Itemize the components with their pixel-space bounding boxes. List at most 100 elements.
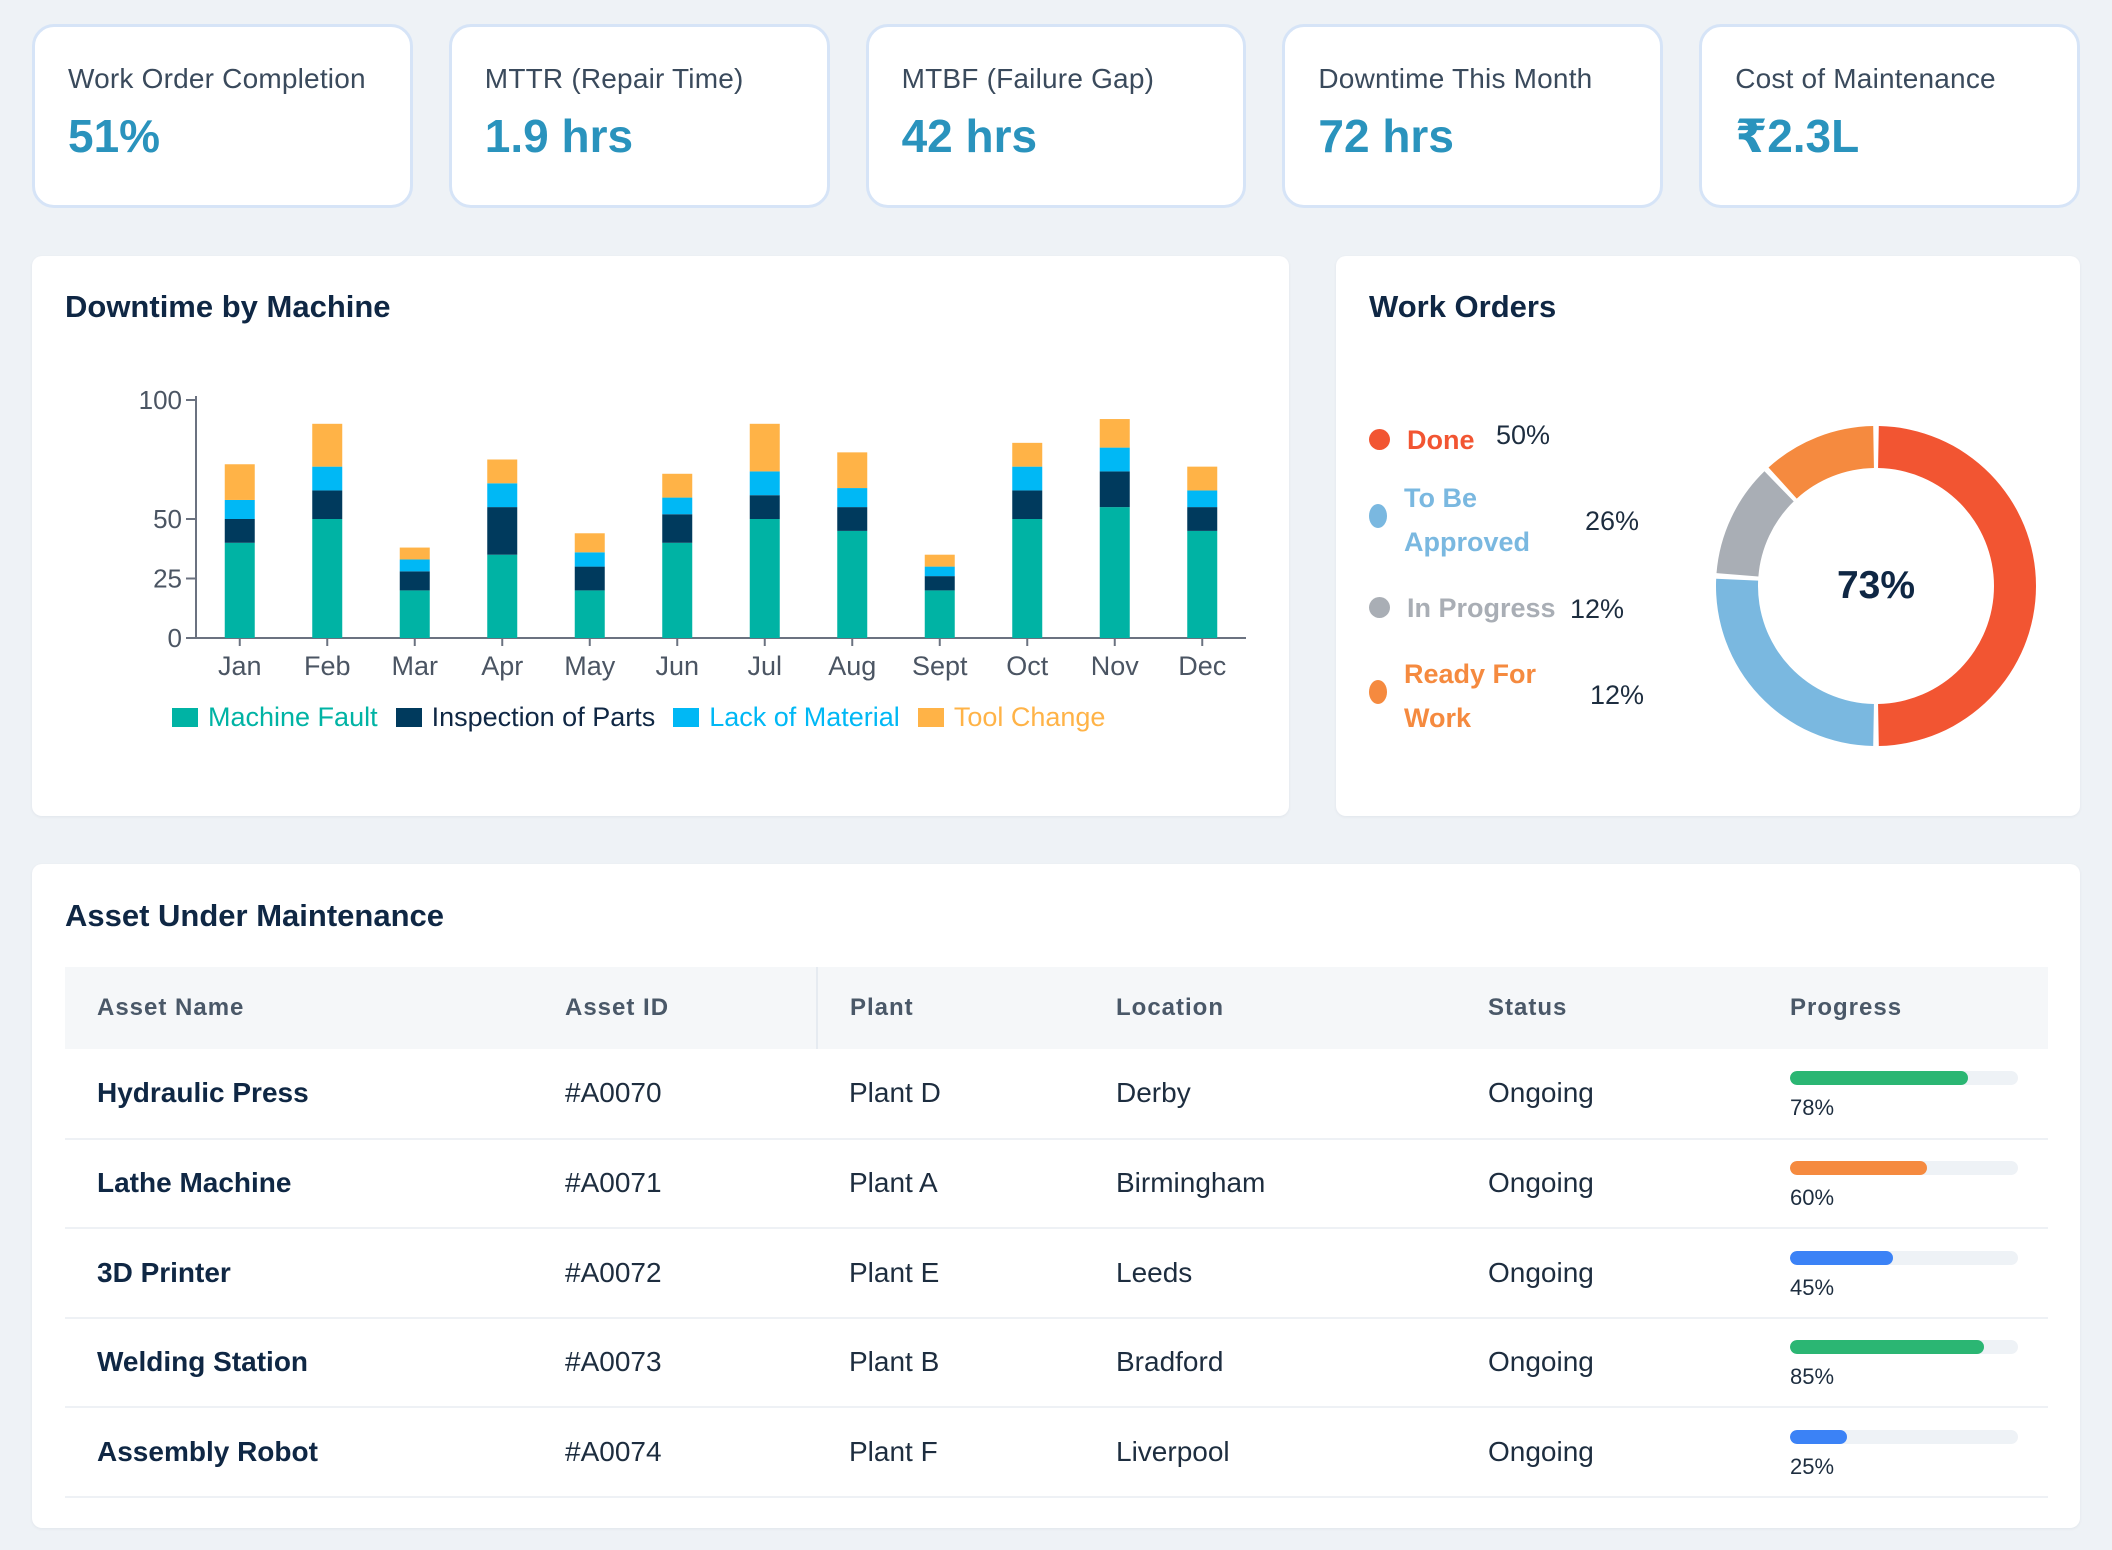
progress-bar (1790, 1430, 2018, 1444)
asset-id-cell: #A0072 (533, 1228, 817, 1318)
legend-item[interactable]: Tool Change (918, 702, 1106, 733)
asset-id-cell: #A0074 (533, 1407, 817, 1497)
legend-dot-icon (1369, 597, 1390, 618)
column-header-plant[interactable]: Plant (817, 967, 1084, 1049)
work-order-legend-in-progress[interactable]: In Progress (1369, 586, 1556, 630)
kpi-label: Work Order Completion (68, 63, 377, 95)
bar-segment (837, 488, 867, 507)
chart-legend: Machine Fault Inspection of Parts Lack of … (172, 702, 1105, 733)
kpi-card-mtbf: MTBF (Failure Gap) 42 hrs (866, 24, 1247, 208)
x-tick-label: Jul (747, 651, 782, 681)
kpi-card-downtime: Downtime This Month 72 hrs (1282, 24, 1663, 208)
table-row[interactable]: Assembly Robot #A0074 Plant F Liverpool Ongo… (65, 1407, 2048, 1497)
bar-segment (1012, 490, 1042, 519)
bar-segment (575, 533, 605, 552)
x-tick-label: Dec (1178, 651, 1226, 681)
y-tick-label: 0 (168, 623, 182, 653)
x-tick-label: Jun (655, 651, 699, 681)
bar-segment (487, 483, 517, 507)
y-tick-label: 100 (139, 385, 182, 415)
progress-bar (1790, 1161, 2018, 1175)
donut-center-value: 73% (1706, 416, 2046, 756)
progress-bar-fill (1790, 1340, 1984, 1354)
bar-segment (312, 519, 342, 638)
kpi-value: 42 hrs (902, 109, 1211, 163)
kpi-value: 72 hrs (1318, 109, 1627, 163)
column-header-status[interactable]: Status (1456, 967, 1758, 1049)
status-cell: Ongoing (1456, 1139, 1758, 1229)
location-cell: Bradford (1084, 1318, 1456, 1408)
progress-bar-fill (1790, 1251, 1893, 1265)
asset-name-cell: 3D Printer (65, 1228, 533, 1318)
x-tick-label: Aug (828, 651, 876, 681)
asset-table-title: Asset Under Maintenance (65, 898, 444, 934)
x-tick-label: Feb (304, 651, 351, 681)
work-orders-panel: Work Orders Done 50% To Be Approved 26% … (1336, 256, 2080, 816)
asset-id-cell: #A0071 (533, 1139, 817, 1229)
downtime-chart-panel: 0 25 50 100 Jan Feb Mar Apr May Jun Jul Aug Sept Oct N… (32, 256, 1289, 816)
legend-item[interactable]: Machine Fault (172, 702, 378, 733)
legend-item[interactable]: Inspection of Parts (396, 702, 656, 733)
work-order-legend-to-be-approved[interactable]: To Be Approved (1369, 476, 1544, 564)
kpi-label: Downtime This Month (1318, 63, 1627, 95)
work-order-pct: 12% (1570, 594, 1624, 625)
progress-bar-fill (1790, 1430, 1847, 1444)
table-row[interactable]: Lathe Machine #A0071 Plant A Birmingham Ongo… (65, 1139, 2048, 1229)
bar-segment (487, 507, 517, 555)
x-tick-label: Nov (1091, 651, 1140, 681)
legend-swatch-icon (396, 708, 422, 727)
bar-segment (925, 567, 955, 577)
legend-item[interactable]: Lack of Material (673, 702, 900, 733)
work-order-legend-done[interactable]: Done (1369, 418, 1475, 462)
bar-segment (925, 590, 955, 638)
bar-segment (1187, 507, 1217, 531)
progress-cell: 60% (1758, 1139, 2048, 1229)
table-row[interactable]: 3D Printer #A0072 Plant E Leeds Ongoing 45% (65, 1228, 2048, 1318)
progress-cell: 45% (1758, 1228, 2048, 1318)
legend-dot-icon (1369, 680, 1387, 704)
downtime-chart-title: Downtime by Machine (65, 289, 391, 325)
asset-maintenance-panel: Asset Under Maintenance Asset Name Asset… (32, 864, 2080, 1528)
progress-percent: 45% (1790, 1275, 2018, 1301)
column-header-asset-id[interactable]: Asset ID (533, 967, 817, 1049)
kpi-card-mttr: MTTR (Repair Time) 1.9 hrs (449, 24, 830, 208)
bar-segment (575, 552, 605, 566)
bar-segment (312, 424, 342, 467)
bar-segment (1187, 467, 1217, 491)
legend-dot-icon (1369, 504, 1387, 528)
bar-segment (662, 514, 692, 543)
x-tick-label: Oct (1006, 651, 1049, 681)
work-order-label: Ready For Work (1404, 652, 1544, 740)
progress-bar (1790, 1251, 2018, 1265)
progress-percent: 25% (1790, 1454, 2018, 1480)
legend-label: Lack of Material (709, 702, 900, 733)
work-order-legend-ready-for-work[interactable]: Ready For Work (1369, 652, 1544, 740)
bar-segment (1012, 519, 1042, 638)
plant-cell: Plant F (817, 1407, 1084, 1497)
location-cell: Birmingham (1084, 1139, 1456, 1229)
asset-name-cell: Hydraulic Press (65, 1049, 533, 1139)
x-tick-label: Sept (912, 651, 968, 681)
progress-bar (1790, 1340, 2018, 1354)
legend-swatch-icon (918, 708, 944, 727)
column-header-progress[interactable]: Progress (1758, 967, 2048, 1049)
bar-segment (400, 548, 430, 560)
bar-segment (400, 571, 430, 590)
x-tick-label: Mar (392, 651, 439, 681)
legend-dot-icon (1369, 429, 1390, 450)
kpi-value: ₹2.3L (1735, 109, 2044, 163)
table-row[interactable]: Welding Station #A0073 Plant B Bradford Ongo… (65, 1318, 2048, 1408)
table-header-row: Asset Name Asset ID Plant Location Statu… (65, 967, 2048, 1049)
kpi-row: Work Order Completion 51% MTTR (Repair T… (32, 24, 2080, 208)
table-row[interactable]: Hydraulic Press #A0070 Plant D Derby Ongoing… (65, 1049, 2048, 1139)
kpi-value: 1.9 hrs (485, 109, 794, 163)
column-header-location[interactable]: Location (1084, 967, 1456, 1049)
bar-segment (575, 590, 605, 638)
bar-segment (312, 490, 342, 519)
bar-segment (225, 543, 255, 638)
work-order-label: To Be Approved (1404, 476, 1544, 564)
asset-table: Asset Name Asset ID Plant Location Statu… (65, 967, 2048, 1498)
bar-segment (575, 567, 605, 591)
column-header-asset-name[interactable]: Asset Name (65, 967, 533, 1049)
bar-segment (1100, 419, 1130, 448)
